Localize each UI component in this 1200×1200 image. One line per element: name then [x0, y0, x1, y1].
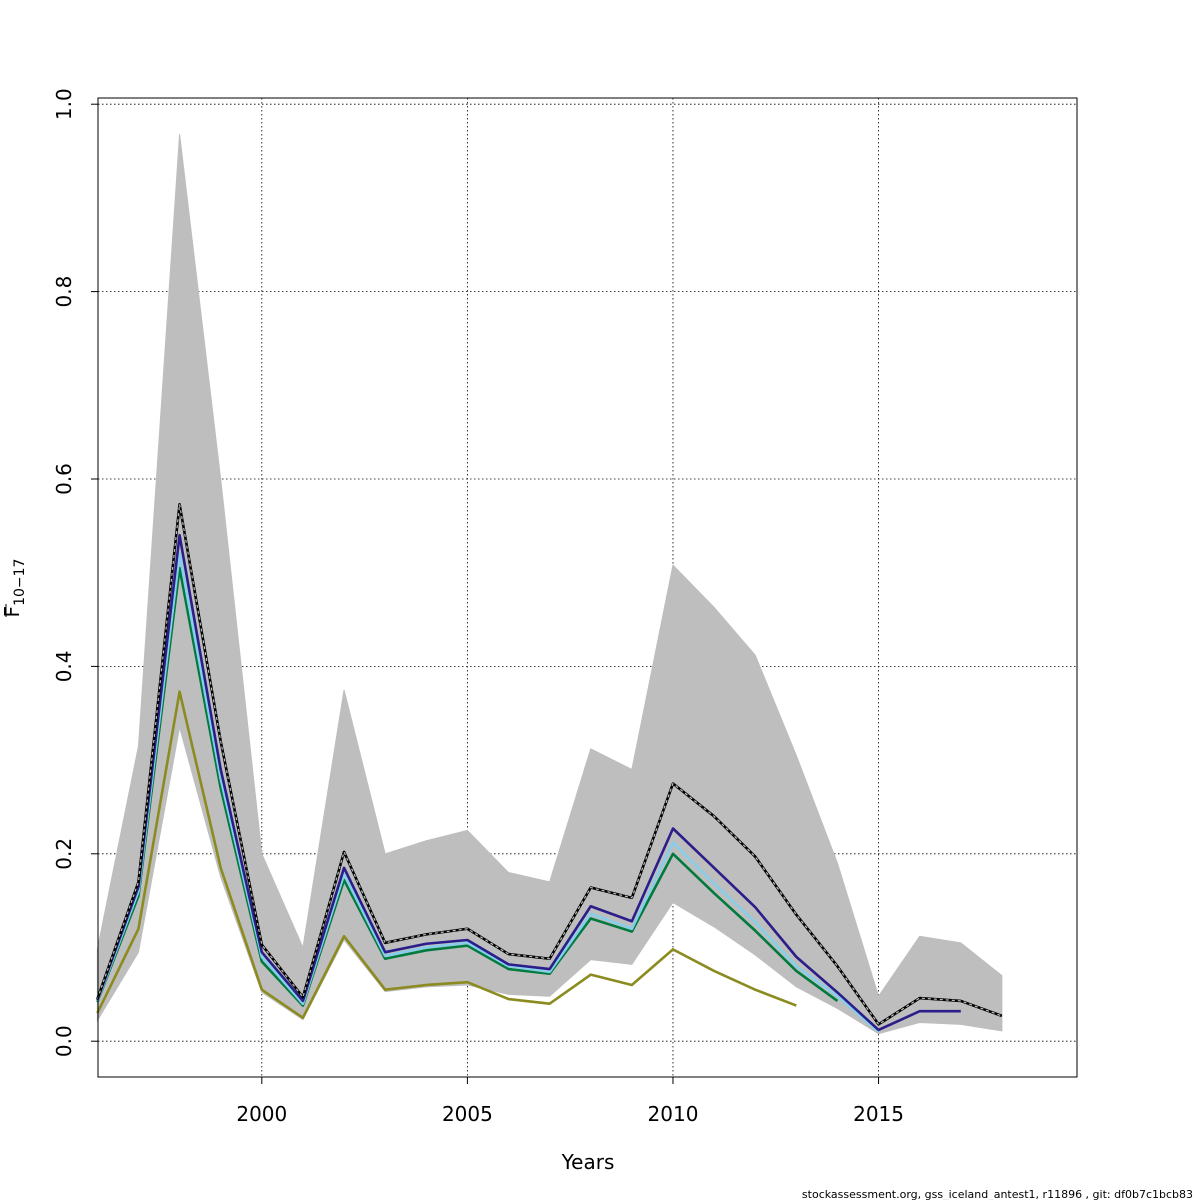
series-line-3	[96, 566, 839, 1007]
y-tick-label: 1.0	[52, 88, 76, 120]
y-tick-label: 0.8	[52, 276, 76, 308]
y-axis-title-subscript: 10−17	[12, 559, 28, 606]
y-axis-title-main: F	[0, 606, 24, 618]
series-lines	[96, 502, 1003, 1033]
series-line-4	[96, 690, 797, 1020]
y-tick-label: 0.6	[52, 463, 76, 495]
series-line-1	[96, 533, 961, 1032]
x-tick-label: 2005	[442, 1102, 493, 1126]
footer-credit: stockassessment.org, gss_iceland_antest1…	[802, 1188, 1193, 1200]
x-tick-label: 2000	[236, 1102, 287, 1126]
x-axis: 2000 2005 2010 2015	[236, 1077, 904, 1126]
y-tick-label: 0.2	[52, 838, 76, 870]
y-tick-label: 0.4	[52, 650, 76, 682]
y-axis: 0.0 0.2 0.4 0.6 0.8 1.0	[52, 88, 98, 1057]
x-tick-label: 2015	[853, 1102, 904, 1126]
plot-frame	[97, 97, 1078, 1078]
y-axis-title: F10−17	[0, 559, 28, 618]
x-tick-label: 2010	[648, 1102, 699, 1126]
series-line-0-overlay	[96, 504, 1003, 1026]
y-tick-label: 0.0	[52, 1025, 76, 1057]
confidence-band	[96, 134, 1003, 1035]
x-axis-title: Years	[561, 1150, 615, 1174]
series-line-2	[96, 552, 880, 1033]
